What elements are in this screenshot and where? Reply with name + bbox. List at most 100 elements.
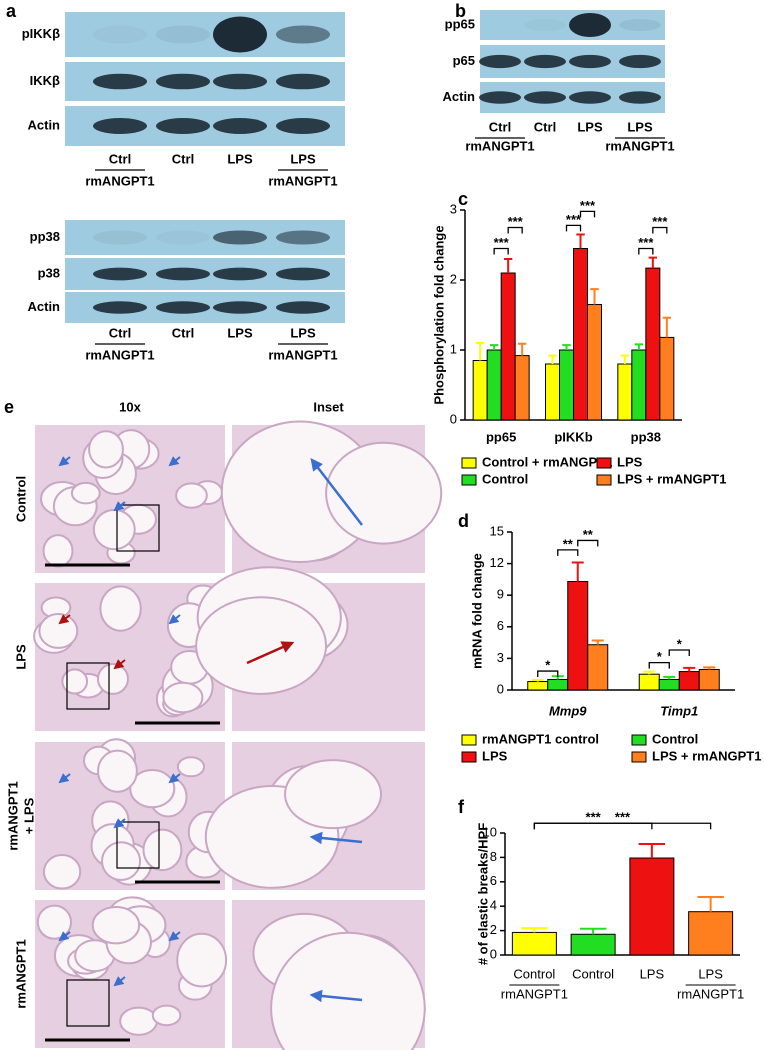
- alveolus: [175, 482, 208, 509]
- lane-label: LPS: [290, 151, 316, 166]
- y-tick-label: 3: [450, 201, 457, 216]
- blot-band: [479, 91, 521, 104]
- bar: [570, 933, 616, 956]
- alveolus: [142, 828, 183, 872]
- treatment-label: rmANGPT1: [85, 347, 154, 362]
- alveolus: [176, 932, 228, 988]
- error-bar: [503, 258, 513, 273]
- blot-band: [619, 19, 661, 31]
- bar: [559, 349, 574, 421]
- blot-band: [213, 301, 267, 314]
- legend-label: LPS + rmANGPT1: [617, 471, 726, 486]
- significance-label: ***: [652, 214, 668, 229]
- error-bar: [697, 896, 724, 912]
- alveolus: [325, 441, 443, 545]
- panel-letter: d: [458, 511, 469, 531]
- alveolus: [101, 841, 142, 881]
- significance-label: ***: [580, 198, 596, 213]
- treatment-label: rmANGPT1: [268, 347, 337, 362]
- error-bar: [638, 842, 666, 859]
- error-bar: [591, 639, 604, 645]
- blot-row-label: Actin: [28, 299, 61, 314]
- alveolus: [119, 1006, 158, 1036]
- treatment-label: rmANGPT1: [465, 138, 534, 153]
- significance-bracket: [652, 226, 668, 234]
- error-bar: [648, 256, 658, 269]
- alveolus: [270, 931, 426, 1050]
- blot-band: [276, 301, 330, 314]
- micrograph: [35, 425, 225, 573]
- bar: [688, 911, 734, 956]
- significance-bracket: [493, 247, 509, 255]
- blot-row-label: Actin: [28, 117, 61, 132]
- bar: [631, 349, 647, 421]
- blot-band: [156, 267, 210, 281]
- micrograph: [220, 420, 443, 573]
- error-bar: [548, 354, 557, 364]
- blot-band: [569, 13, 611, 37]
- arrow: [58, 456, 71, 467]
- blot-row-label: IKKβ: [30, 73, 60, 88]
- error-bar: [634, 343, 644, 350]
- arrow: [113, 659, 126, 670]
- legend-label: LPS: [617, 454, 643, 469]
- blot-band: [156, 231, 210, 245]
- x-tick-label: LPS: [698, 966, 723, 981]
- blot-band: [213, 118, 267, 134]
- significance-bracket: [557, 549, 579, 556]
- alveolus: [97, 749, 138, 793]
- panel-letter: a: [6, 1, 17, 21]
- blot-band: [93, 26, 147, 44]
- arrow: [113, 818, 126, 829]
- arrow: [58, 773, 71, 784]
- blot-band: [93, 118, 147, 134]
- blot-band: [213, 73, 267, 90]
- significance-label: **: [583, 527, 594, 542]
- blot-band: [93, 301, 147, 314]
- alveolus: [284, 759, 383, 830]
- bar: [638, 673, 660, 691]
- blot-band: [213, 230, 267, 245]
- blot-row-label: Actin: [443, 89, 476, 104]
- blot-band: [479, 54, 521, 69]
- x-tick-label: Mmp9: [549, 703, 587, 718]
- panel-letter: b: [455, 1, 466, 21]
- column-header: Inset: [313, 399, 344, 414]
- bar: [472, 360, 488, 421]
- alveolus: [129, 769, 176, 809]
- panel-letter: e: [4, 397, 14, 417]
- arrow: [168, 614, 181, 625]
- legend-swatch: [461, 457, 477, 469]
- blot-band: [276, 73, 330, 90]
- lane-label: Ctrl: [172, 151, 194, 166]
- y-tick-label: 0: [497, 681, 504, 696]
- lane-label: Ctrl: [172, 325, 194, 340]
- legend-label: Control: [652, 731, 698, 746]
- significance-bracket: [507, 226, 523, 234]
- panel-letter: c: [458, 189, 468, 209]
- error-bar: [579, 927, 607, 935]
- micrograph: [204, 742, 425, 890]
- significance-label: *: [657, 649, 663, 664]
- bar: [659, 336, 675, 421]
- arrow: [309, 989, 363, 1003]
- bar: [617, 363, 633, 421]
- alveolus: [92, 508, 136, 551]
- blot-band: [524, 91, 566, 104]
- y-tick-label: 6: [497, 618, 504, 633]
- significance-label: ***: [508, 214, 524, 229]
- alveolus: [91, 905, 141, 945]
- significance-label: **: [563, 536, 574, 551]
- x-tick-label: pIKKb: [554, 429, 592, 444]
- legend-swatch: [461, 474, 477, 486]
- bar: [545, 363, 560, 421]
- blot-band: [156, 118, 210, 134]
- blot-band: [93, 73, 147, 90]
- y-tick-label: 10: [483, 824, 497, 839]
- blot-band: [276, 118, 330, 134]
- blot-strip: [65, 220, 345, 255]
- inset-box: [66, 662, 110, 710]
- legend-label: LPS + rmANGPT1: [652, 748, 761, 763]
- error-bar: [663, 675, 676, 680]
- blot-row-label: p38: [38, 265, 60, 280]
